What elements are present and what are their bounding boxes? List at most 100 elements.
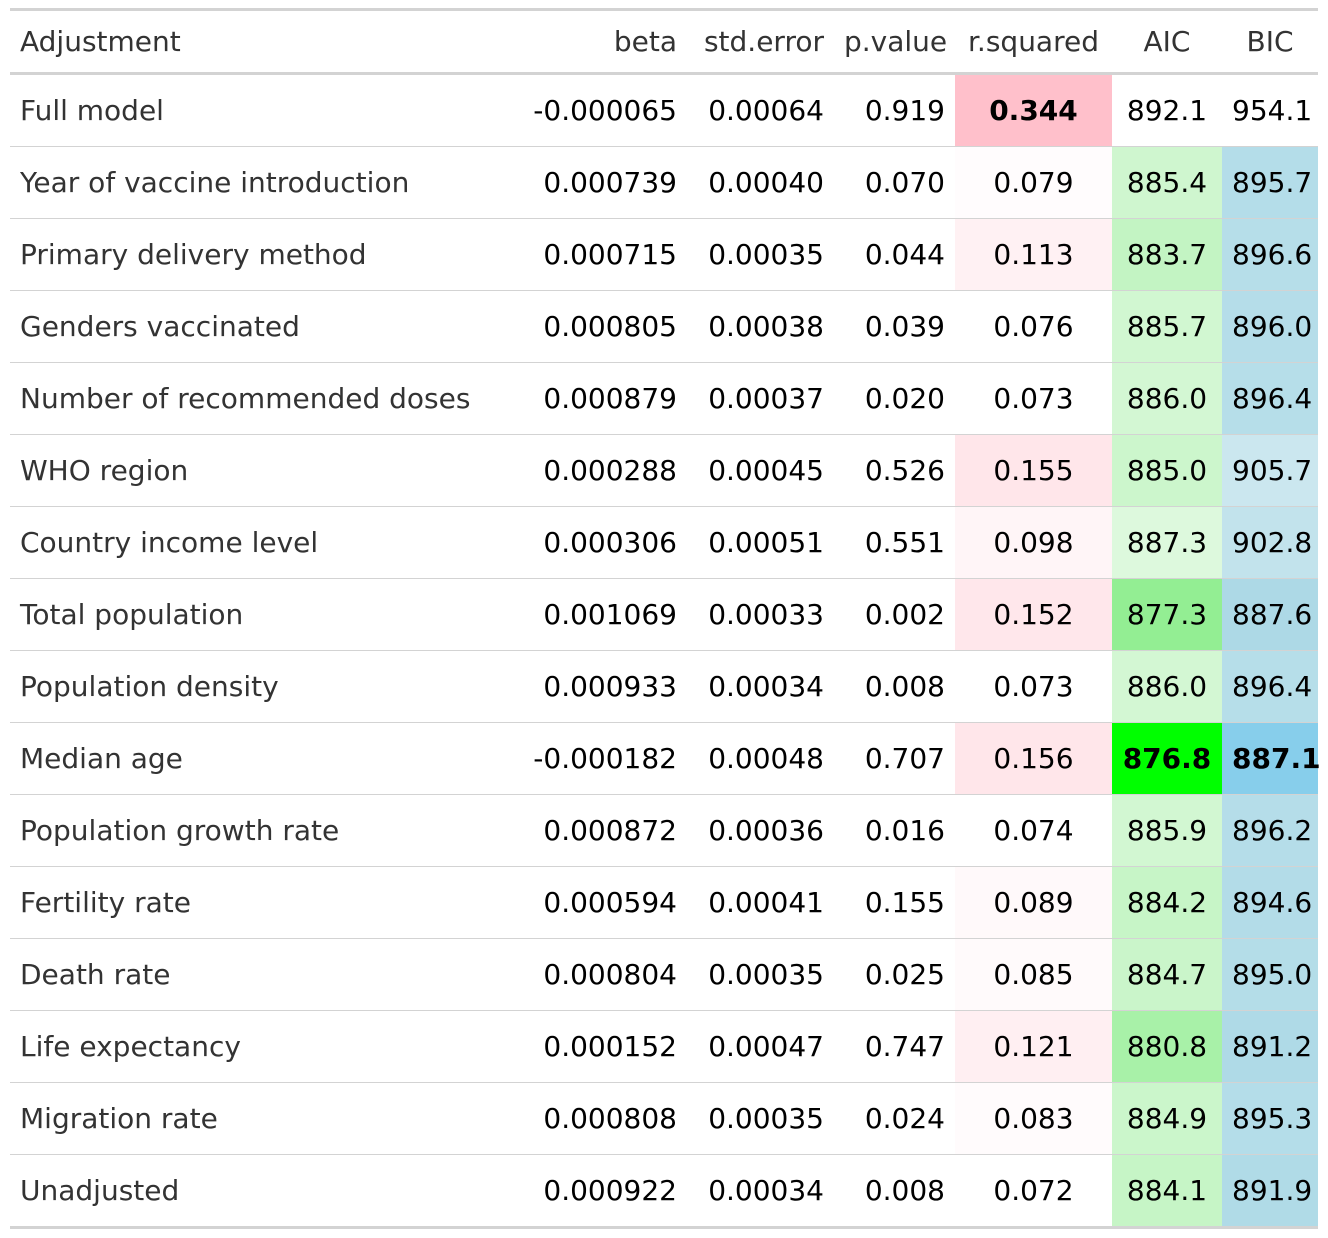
std-error-cell: 0.00041 xyxy=(687,866,834,939)
p-value-cell: 0.024 xyxy=(834,1082,955,1155)
p-value-cell: 0.551 xyxy=(834,506,955,579)
r-squared-cell: 0.079 xyxy=(955,146,1112,219)
aic-cell: 880.8 xyxy=(1112,1010,1222,1083)
adjustment-cell: Number of recommended doses xyxy=(10,362,497,435)
adjustment-cell: Total population xyxy=(10,578,497,651)
adjustment-cell: Life expectancy xyxy=(10,1010,497,1083)
adjustment-cell: Year of vaccine introduction xyxy=(10,146,497,219)
r-squared-cell: 0.072 xyxy=(955,1154,1112,1228)
aic-cell: 884.1 xyxy=(1112,1154,1222,1228)
table-row: Fertility rate 0.000594 0.00041 0.155 0.089 8… xyxy=(10,866,1318,939)
table-row: Death rate 0.000804 0.00035 0.025 0.085 884.7… xyxy=(10,938,1318,1011)
bic-cell: 894.6 xyxy=(1222,866,1318,939)
bic-cell: 891.9 xyxy=(1222,1154,1318,1228)
aic-cell: 885.7 xyxy=(1112,290,1222,363)
beta-cell: 0.000933 xyxy=(497,650,687,723)
bic-cell: 896.0 xyxy=(1222,290,1318,363)
adjustment-cell: WHO region xyxy=(10,434,497,507)
bic-cell: 954.1 xyxy=(1222,73,1318,147)
p-value-cell: 0.008 xyxy=(834,650,955,723)
p-value-cell: 0.919 xyxy=(864,94,945,127)
std-error-cell: 0.00051 xyxy=(687,506,834,579)
aic-cell: 892.1 xyxy=(1112,73,1222,147)
std-error-cell: 0.00034 xyxy=(687,1154,834,1228)
table-header: Adjustment beta std.error p.value r.squa… xyxy=(10,9,1318,75)
p-value-cell: 0.747 xyxy=(834,1010,955,1083)
bic-cell: 891.2 xyxy=(1222,1010,1318,1083)
r-squared-cell: 0.085 xyxy=(955,938,1112,1011)
beta-cell: 0.000306 xyxy=(497,506,687,579)
adjustment-cell: Unadjusted xyxy=(10,1154,497,1228)
aic-cell: 886.0 xyxy=(1112,650,1222,723)
table-row: Primary delivery method 0.000715 0.00035 0.… xyxy=(10,218,1318,291)
adjustment-cell: Median age xyxy=(10,722,497,795)
beta-cell: 0.000288 xyxy=(497,434,687,507)
aic-cell: 885.4 xyxy=(1112,146,1222,219)
table-row: Genders vaccinated 0.000805 0.00038 0.039 0.… xyxy=(10,290,1318,363)
std-error-cell: 0.00034 xyxy=(687,650,834,723)
beta-cell: 0.000808 xyxy=(497,1082,687,1155)
beta-cell: 0.000715 xyxy=(497,218,687,291)
table-body: Full model -0.000065 0.00064 0.919 0.344 892.… xyxy=(10,73,1321,1228)
std-error-cell: 0.00045 xyxy=(687,434,834,507)
table-row: Life expectancy 0.000152 0.00047 0.747 0.121… xyxy=(10,1010,1318,1083)
header-aic: AIC xyxy=(1112,9,1222,75)
p-value-cell: 0.070 xyxy=(834,146,955,219)
adjustment-cell: Fertility rate xyxy=(10,866,497,939)
bic-cell: 895.3 xyxy=(1222,1082,1318,1155)
table-row: Total population 0.001069 0.00033 0.002 0.15… xyxy=(10,578,1318,651)
r-squared-cell: 0.073 xyxy=(955,650,1112,723)
beta-cell: 0.000879 xyxy=(497,362,687,435)
adjustment-cell: Migration rate xyxy=(10,1082,497,1155)
std-error-cell: 0.00036 xyxy=(687,794,834,867)
header-row: Adjustment beta std.error p.value r.squa… xyxy=(10,9,1318,75)
bic-cell: 896.4 xyxy=(1222,650,1318,723)
p-value-cell: 0.002 xyxy=(834,578,955,651)
adjustment-cell: Full model xyxy=(20,94,164,127)
std-error-cell: 0.00048 xyxy=(687,722,834,795)
p-value-cell: 0.025 xyxy=(834,938,955,1011)
r-squared-cell: 0.344 xyxy=(955,73,1112,147)
beta-cell: 0.000152 xyxy=(497,1010,687,1083)
bic-cell: 896.4 xyxy=(1222,362,1318,435)
r-squared-cell: 0.073 xyxy=(955,362,1112,435)
r-squared-cell: 0.089 xyxy=(955,866,1112,939)
p-value-cell: 0.707 xyxy=(834,722,955,795)
model-comparison-table: Adjustment beta std.error p.value r.squa… xyxy=(10,8,1321,1229)
beta-cell: 0.000872 xyxy=(497,794,687,867)
std-error-cell: 0.00035 xyxy=(687,938,834,1011)
aic-cell: 883.7 xyxy=(1112,218,1222,291)
bic-cell: 895.0 xyxy=(1222,938,1318,1011)
r-squared-cell: 0.076 xyxy=(955,290,1112,363)
aic-cell: 886.0 xyxy=(1112,362,1222,435)
r-squared-cell: 0.113 xyxy=(955,218,1112,291)
adjustment-cell: Population density xyxy=(10,650,497,723)
header-beta: beta xyxy=(497,9,687,75)
table-row: Median age -0.000182 0.00048 0.707 0.156 876.… xyxy=(10,722,1321,795)
beta-cell: 0.001069 xyxy=(497,578,687,651)
beta-cell: 0.000922 xyxy=(497,1154,687,1228)
table-row: WHO region 0.000288 0.00045 0.526 0.155 885.0… xyxy=(10,434,1318,507)
p-value-cell: 0.039 xyxy=(834,290,955,363)
header-bic: BIC xyxy=(1222,9,1318,75)
bic-cell: 896.6 xyxy=(1222,218,1318,291)
header-adjustment: Adjustment xyxy=(10,9,497,75)
bic-cell: 896.2 xyxy=(1222,794,1318,867)
std-error-cell: 0.00035 xyxy=(687,1082,834,1155)
aic-cell: 884.9 xyxy=(1112,1082,1222,1155)
adjustment-cell: Death rate xyxy=(10,938,497,1011)
std-error-cell: 0.00037 xyxy=(687,362,834,435)
aic-cell: 877.3 xyxy=(1112,578,1222,651)
p-value-cell: 0.016 xyxy=(834,794,955,867)
beta-cell: -0.000065 xyxy=(533,94,677,127)
std-error-cell: 0.00033 xyxy=(687,578,834,651)
header-p-value: p.value xyxy=(834,9,955,75)
std-error-cell: 0.00035 xyxy=(687,218,834,291)
bic-cell: 887.1 xyxy=(1222,722,1321,795)
bic-cell: 902.8 xyxy=(1222,506,1318,579)
aic-cell: 887.3 xyxy=(1112,506,1222,579)
header-std-error: std.error xyxy=(687,9,834,75)
table-row: Population density 0.000933 0.00034 0.008 0.… xyxy=(10,650,1318,723)
r-squared-cell: 0.083 xyxy=(955,1082,1112,1155)
beta-cell: 0.000805 xyxy=(497,290,687,363)
